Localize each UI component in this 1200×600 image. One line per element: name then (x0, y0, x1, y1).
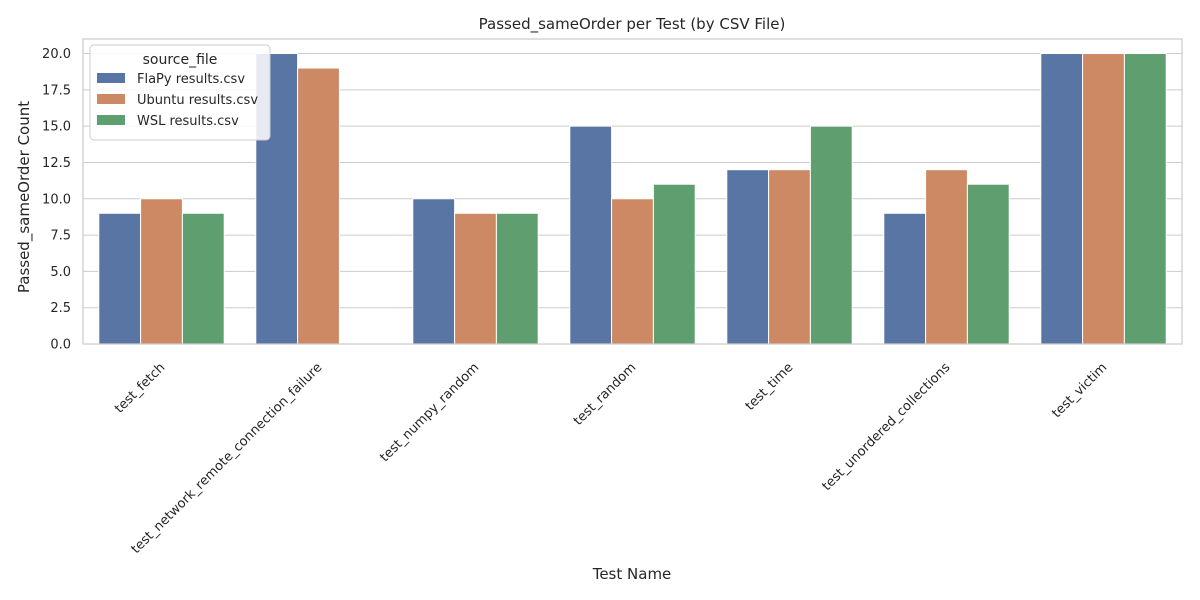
bar (611, 198, 654, 345)
x-tick-label: test_fetch (112, 360, 168, 416)
bar (1123, 53, 1167, 345)
y-tick-label: 10.0 (42, 192, 71, 207)
legend-entry: WSL results.csv (137, 114, 239, 129)
bar (966, 183, 1010, 345)
legend-items: FlaPy results.csv Ubuntu results.csv WSL r… (97, 72, 258, 129)
bar (726, 169, 770, 345)
y-tick-label: 20.0 (42, 47, 71, 62)
legend-swatch (97, 73, 125, 83)
y-tick-label: 15.0 (42, 120, 71, 135)
bar (569, 125, 613, 345)
bar (297, 67, 340, 345)
x-tick-label: test_time (743, 360, 797, 414)
bar (1082, 53, 1125, 345)
bar (98, 212, 142, 345)
bar (652, 183, 696, 345)
legend-entry: FlaPy results.csv (137, 72, 245, 87)
y-tick-labels: 0.0 2.5 5.0 7.5 10.0 12.5 15.0 17.5 20.0 (42, 47, 71, 352)
y-tick-label: 2.5 (50, 301, 71, 316)
bar (181, 212, 225, 345)
x-tick-labels: test_fetchtest_network_remote_connection… (112, 360, 1110, 557)
y-tick-label: 12.5 (42, 156, 71, 171)
y-tick-label: 5.0 (50, 265, 71, 280)
x-axis-label: Test Name (592, 565, 672, 583)
legend: source_file FlaPy results.csv Ubuntu resu… (89, 44, 271, 141)
y-tick-label: 17.5 (42, 83, 71, 98)
x-tick-label: test_unordered_collections (820, 360, 954, 494)
legend-swatch (97, 94, 125, 104)
legend-entry: Ubuntu results.csv (137, 93, 258, 108)
x-tick-label: test_numpy_random (377, 360, 482, 465)
bar (412, 198, 456, 345)
bar (925, 169, 968, 345)
legend-title: source_file (143, 52, 218, 68)
x-tick-label: test_victim (1049, 360, 1110, 421)
x-tick-label: test_random (571, 360, 640, 429)
bar (768, 169, 811, 345)
plot-frame (82, 38, 1183, 345)
chart-title: Passed_sameOrder per Test (by CSV File) (479, 15, 786, 34)
bars (98, 53, 1167, 345)
bar (809, 125, 853, 345)
y-axis-label: Passed_sameOrder Count (15, 101, 34, 293)
y-tick-label: 0.0 (50, 338, 71, 353)
bar (1040, 53, 1084, 345)
bar (495, 212, 539, 345)
bar (883, 212, 927, 345)
bar (140, 198, 183, 345)
bar (454, 212, 497, 345)
y-tick-label: 7.5 (50, 229, 71, 244)
x-tick-label: test_network_remote_connection_failure (129, 360, 326, 557)
legend-swatch (97, 115, 125, 125)
legend-box (89, 44, 271, 141)
